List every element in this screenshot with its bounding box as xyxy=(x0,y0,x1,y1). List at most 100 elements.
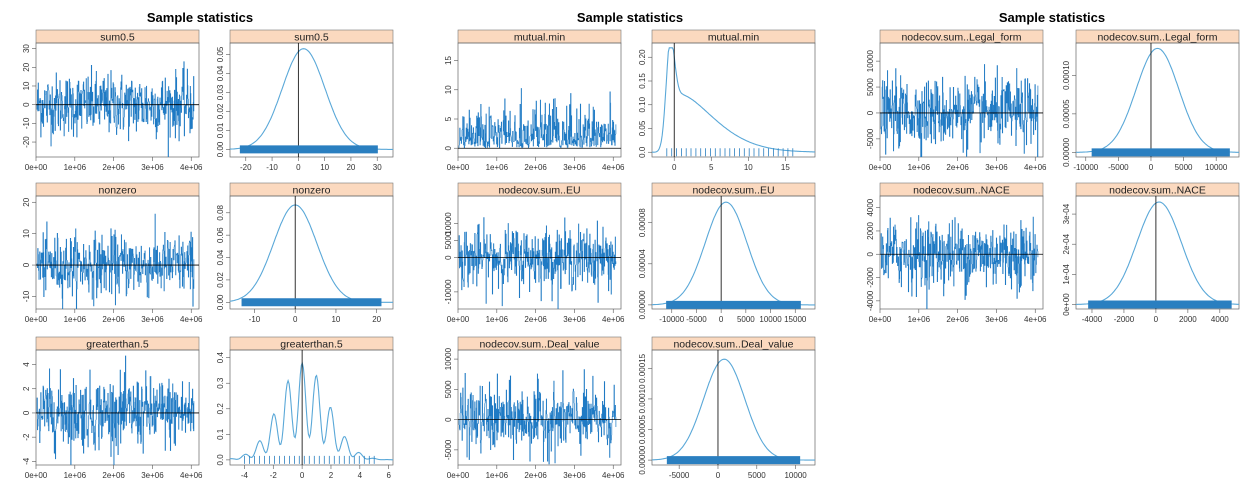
x-tick-label: -5000 xyxy=(669,471,690,480)
rug-marks xyxy=(244,455,375,464)
y-tick-label: 0.00000 xyxy=(638,290,647,319)
x-tick-label: 4 xyxy=(358,471,363,480)
strip-label: nodecov.sum..EU xyxy=(692,185,774,197)
x-tick-label: 10000 xyxy=(1205,163,1228,172)
x-tick-label: 2000 xyxy=(1179,315,1197,324)
x-tick-label: 20 xyxy=(372,315,381,324)
x-tick-label: 2e+06 xyxy=(102,163,125,172)
x-tick-label: 10 xyxy=(331,315,340,324)
group-title-2: Sample statistics xyxy=(576,10,684,25)
x-tick-label: 10000 xyxy=(784,471,807,480)
y-tick-label: 0.05 xyxy=(216,46,225,62)
y-tick-label: 0.15 xyxy=(638,73,647,89)
plot-area xyxy=(230,43,393,157)
x-tick-label: 3e+06 xyxy=(563,315,586,324)
x-tick-label: 2e+06 xyxy=(524,315,547,324)
y-tick-label: -2000 xyxy=(866,267,875,288)
trace-line xyxy=(36,213,195,309)
x-tick-label: 4e+06 xyxy=(180,163,203,172)
x-tick-label: 2 xyxy=(329,471,334,480)
y-tick-label: -10 xyxy=(22,290,31,302)
x-tick-label: -10000 xyxy=(659,315,684,324)
y-tick-label: 0e+00 xyxy=(1062,293,1071,316)
panel-9: nodecov.sum..EU 0e+00 1e+06 2e+06 3e+06 4e+06… xyxy=(444,182,625,324)
panel-14: nodecov.sum..Legal_form -10000 -5000 0 5000 1… xyxy=(1062,29,1240,172)
rug-marks xyxy=(239,145,378,154)
plot-frame xyxy=(1075,42,1240,158)
y-tick-label: -20 xyxy=(22,136,31,148)
strip-label: nodecov.sum..NACE xyxy=(1109,185,1206,197)
x-tick-label: -5000 xyxy=(686,315,707,324)
x-tick-label: -5000 xyxy=(1108,163,1129,172)
rug-marks xyxy=(666,300,801,309)
y-tick-label: 0.04 xyxy=(216,249,225,265)
y-tick-label: -10 xyxy=(22,117,31,129)
panel-4: nonzero -10 0 10 20 0.00 0.02 0.04 0.06 0.08 xyxy=(216,182,394,324)
y-tick-label: 0.00005 xyxy=(638,415,647,444)
y-tick-label: 0.06 xyxy=(216,227,225,243)
y-tick-label: 10 xyxy=(444,85,453,94)
y-tick-label: 0 xyxy=(444,255,453,260)
y-tick-label: 0.03 xyxy=(216,84,225,100)
x-tick-label: 1e+06 xyxy=(908,315,931,324)
plot-frame xyxy=(457,42,622,158)
y-tick-label: 10 xyxy=(22,229,31,238)
x-tick-label: 4e+06 xyxy=(1024,315,1047,324)
x-tick-label: 5000 xyxy=(1175,163,1193,172)
strip-label: nonzero xyxy=(293,185,331,197)
y-tick-label: 5000 xyxy=(444,380,453,398)
y-tick-label: 0.02 xyxy=(216,103,225,119)
plot-area xyxy=(36,61,199,157)
y-tick-label: 2 xyxy=(22,386,31,391)
x-tick-label: 0 xyxy=(1149,163,1154,172)
y-tick-label: 0 xyxy=(22,410,31,415)
panel-10: nodecov.sum..EU -10000 -5000 0 5000 10000 1500… xyxy=(638,182,816,324)
x-tick-label: 3e+06 xyxy=(985,315,1008,324)
trace-line xyxy=(36,61,195,157)
y-tick-label: 3e-04 xyxy=(1062,203,1071,224)
x-tick-label: 6 xyxy=(386,471,391,480)
x-tick-label: 3e+06 xyxy=(141,163,164,172)
x-tick-label: -2000 xyxy=(1114,315,1135,324)
x-tick-label: 4e+06 xyxy=(602,315,625,324)
panel-11: nodecov.sum..Deal_value 0e+00 1e+06 2e+06 3e… xyxy=(444,336,625,480)
strip-label: nodecov.sum..EU xyxy=(498,185,580,197)
y-tick-label: 15 xyxy=(444,56,453,65)
x-tick-label: 0e+00 xyxy=(25,163,48,172)
x-tick-label: 0e+00 xyxy=(869,315,892,324)
x-tick-label: 3e+06 xyxy=(563,163,586,172)
x-tick-label: 3e+06 xyxy=(985,163,1008,172)
y-tick-label: 0 xyxy=(866,110,875,115)
plot-area xyxy=(652,196,815,309)
plot-area xyxy=(458,217,621,309)
panel-5: greaterthan.5 0e+00 1e+06 2e+06 3e+06 4e+06 -4… xyxy=(22,336,203,480)
trace-line xyxy=(458,217,617,309)
plot-frame xyxy=(229,42,394,158)
x-tick-label: 1e+06 xyxy=(64,163,87,172)
y-tick-label: 10000 xyxy=(444,212,453,235)
panel-8: mutual.min 0 5 10 15 0.0 0.05 0.10 0.15 0.20 xyxy=(638,29,816,172)
y-tick-label: -4 xyxy=(22,457,31,465)
group-title-3: Sample statistics xyxy=(998,10,1106,25)
y-tick-label: 10000 xyxy=(866,49,875,72)
plot-area xyxy=(458,369,621,465)
x-tick-label: 10000 xyxy=(759,315,782,324)
x-tick-label: 20 xyxy=(346,163,355,172)
y-tick-label: 0.2 xyxy=(216,403,225,415)
panel-2: sum0.5 -20 -10 0 10 20 30 0.00 0.01 0.02 0.03 0.04 0… xyxy=(216,29,394,172)
x-tick-label: 0e+00 xyxy=(447,315,470,324)
x-tick-label: 30 xyxy=(373,163,382,172)
plot-area xyxy=(230,196,393,309)
y-tick-label: 0.00015 xyxy=(638,353,647,382)
x-tick-label: 1e+06 xyxy=(486,471,509,480)
x-tick-label: 10 xyxy=(320,163,329,172)
x-tick-label: 1e+06 xyxy=(64,471,87,480)
x-tick-label: 4e+06 xyxy=(602,471,625,480)
x-tick-label: 4e+06 xyxy=(180,471,203,480)
x-tick-label: 2e+06 xyxy=(524,163,547,172)
rug-marks xyxy=(1088,300,1232,309)
y-tick-label: 0.00 xyxy=(216,141,225,157)
x-tick-label: 0 xyxy=(716,471,721,480)
strip-label: nodecov.sum..Deal_value xyxy=(673,339,793,351)
x-tick-label: 2e+06 xyxy=(946,163,969,172)
